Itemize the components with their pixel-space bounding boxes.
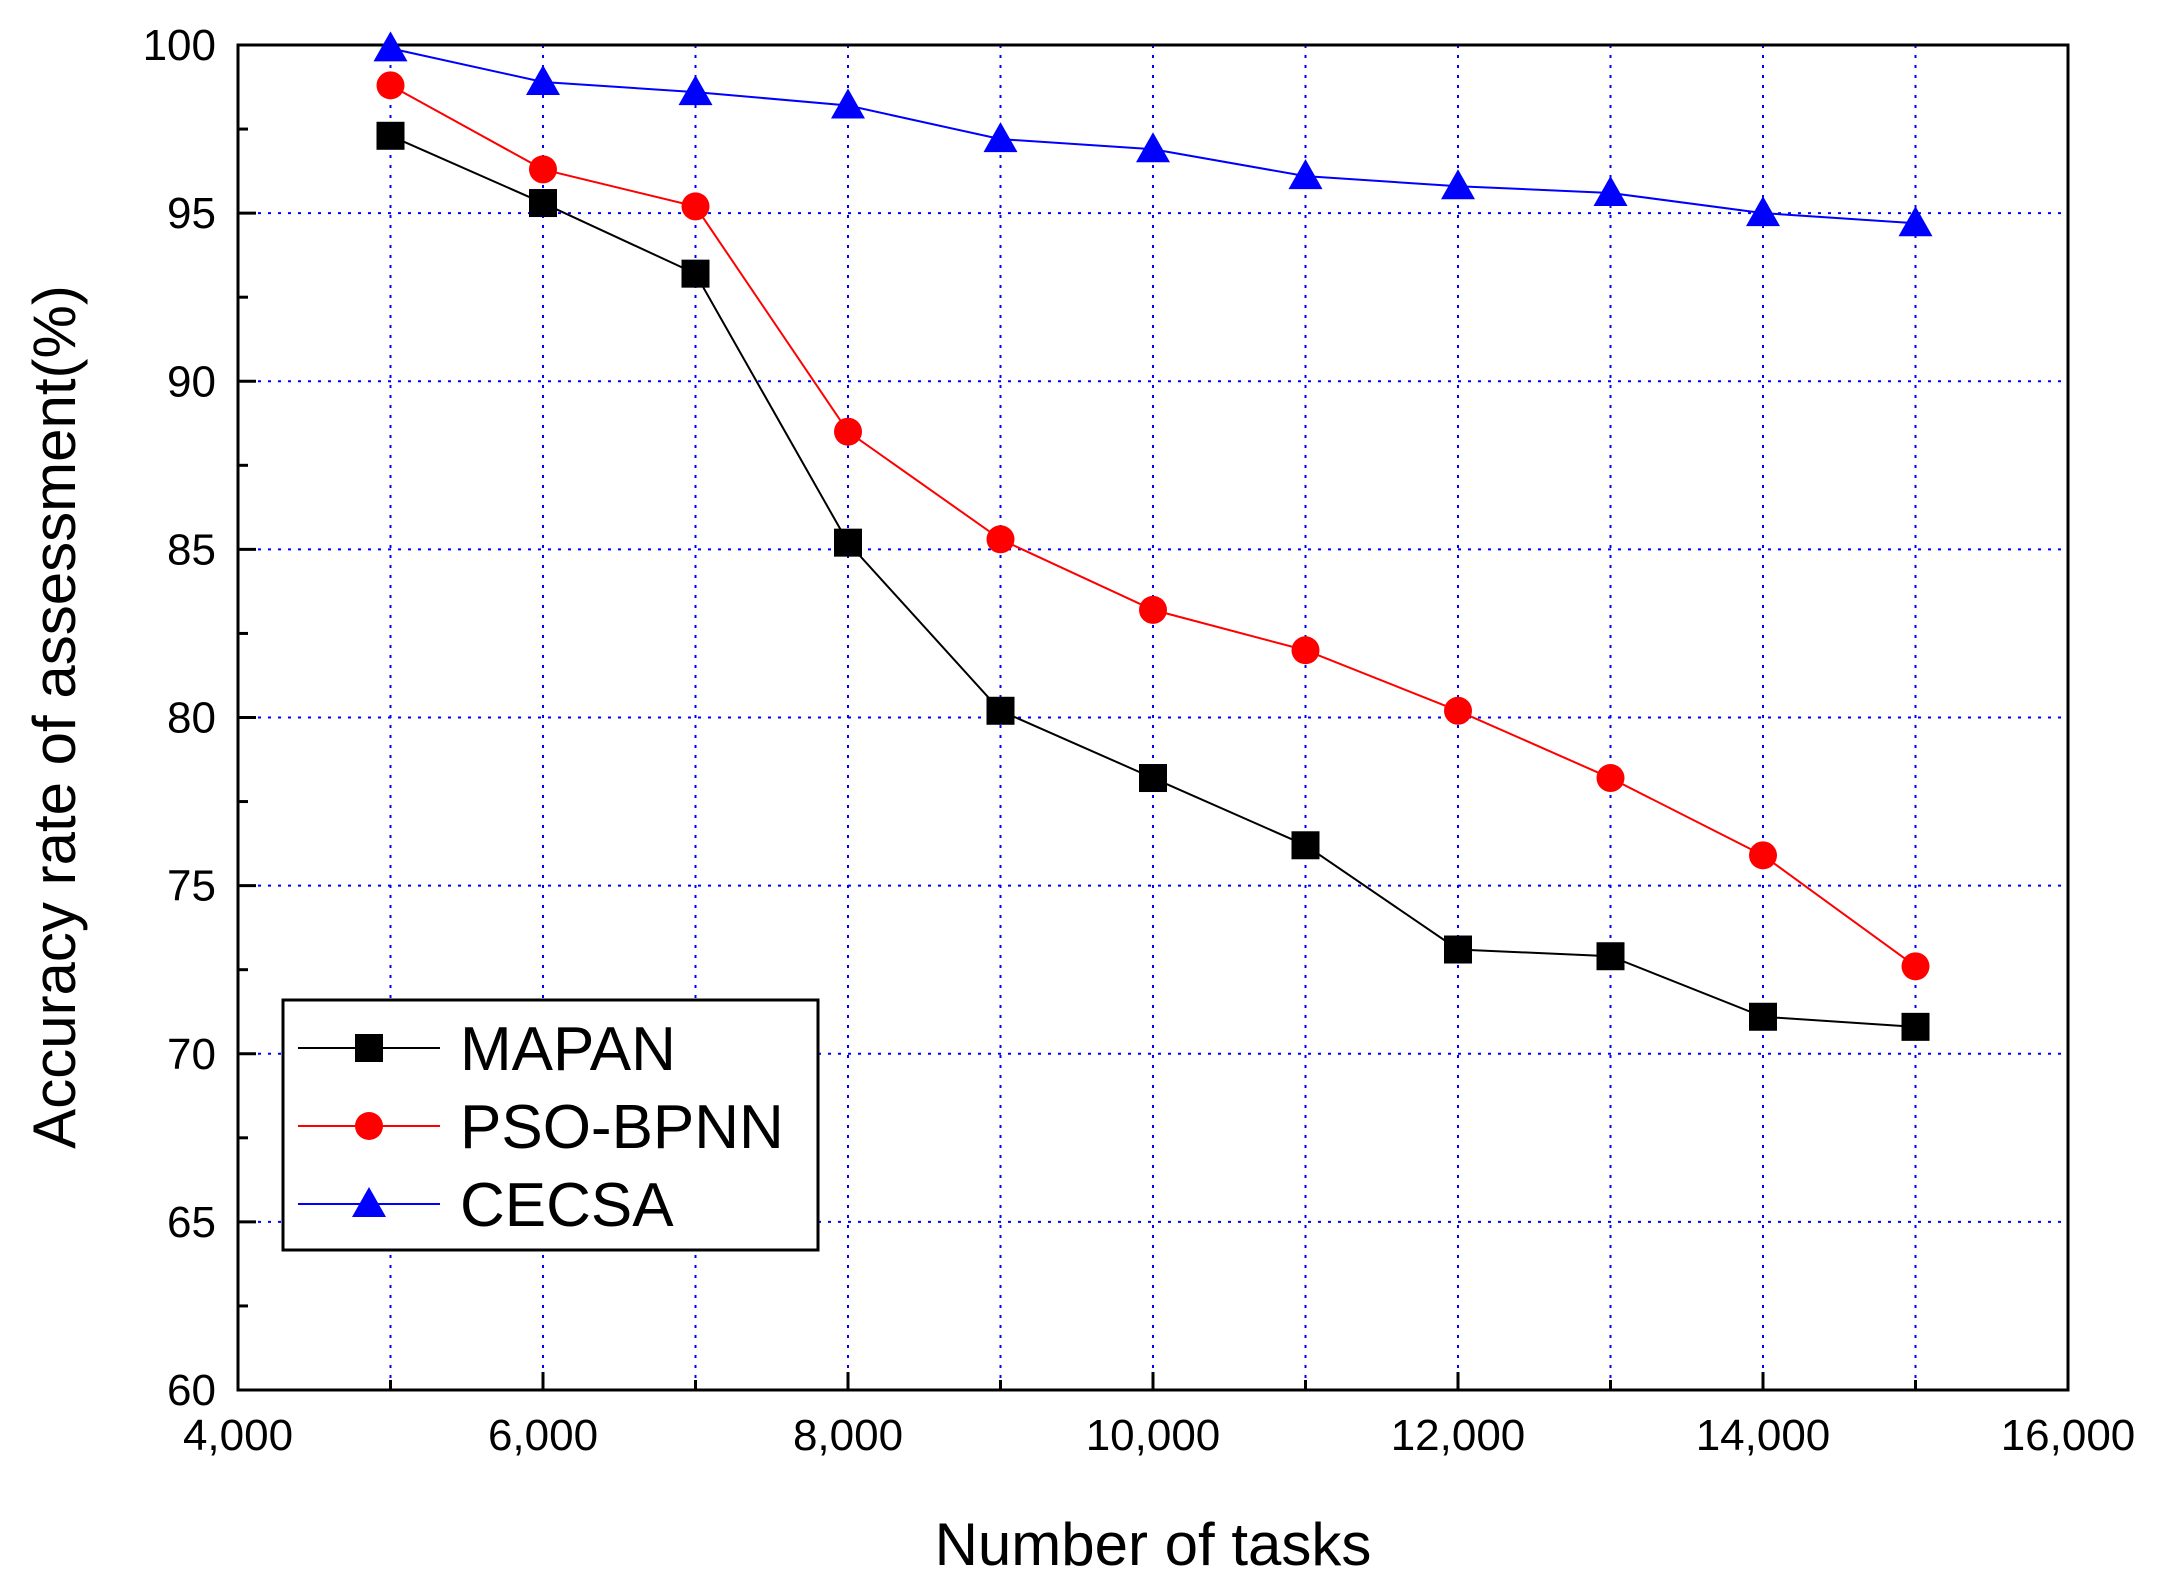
y-tick-label: 100	[143, 21, 216, 70]
data-point	[1139, 764, 1167, 793]
legend-marker	[355, 1034, 383, 1062]
data-point	[1898, 206, 1933, 237]
data-point	[1749, 841, 1777, 870]
data-point	[1441, 169, 1475, 200]
data-point	[986, 696, 1015, 725]
y-tick-label: 60	[167, 1366, 216, 1415]
data-point	[681, 192, 710, 221]
y-axis-title: Accuracy rate of assessment(%)	[21, 285, 88, 1149]
y-tick-label: 65	[167, 1198, 216, 1247]
data-point	[1901, 952, 1930, 981]
data-point	[986, 525, 1015, 554]
x-tick-label: 6,000	[488, 1411, 598, 1460]
data-point	[373, 31, 408, 62]
x-tick-label: 4,000	[183, 1411, 293, 1460]
data-point	[983, 122, 1018, 153]
series-layer	[373, 31, 1933, 1041]
data-point	[1139, 595, 1167, 624]
data-point	[526, 64, 560, 95]
data-point	[376, 71, 405, 100]
x-tick-label: 10,000	[1086, 1411, 1221, 1460]
y-tick-label: 95	[167, 189, 216, 238]
x-tick-label: 12,000	[1391, 1411, 1526, 1460]
data-point	[1444, 696, 1472, 725]
data-point	[529, 155, 557, 184]
data-point	[834, 417, 862, 446]
x-tick-label: 8,000	[793, 1411, 903, 1460]
series-mapan	[376, 121, 1930, 1041]
y-tick-label: 70	[167, 1030, 216, 1079]
axis-ticks: 60 65 70 75 80 85 90 95 100 4,000 6,000 8,000 10,000…	[143, 21, 2136, 1460]
data-point	[1136, 132, 1170, 163]
data-point	[1593, 175, 1628, 206]
legend-marker	[355, 1112, 383, 1140]
data-point	[1291, 831, 1320, 860]
y-tick-label: 85	[167, 525, 216, 574]
x-axis-title: Number of tasks	[935, 1511, 1372, 1578]
y-tick-label: 75	[167, 862, 216, 911]
data-point	[831, 88, 865, 119]
data-point	[1749, 1002, 1777, 1031]
data-point	[1288, 159, 1323, 190]
legend-label: CECSA	[460, 1171, 674, 1240]
legend-marker	[352, 1187, 386, 1217]
legend: MAPAN PSO-BPNN CECSA	[281, 998, 820, 1252]
x-tick-label: 16,000	[2001, 1411, 2136, 1460]
y-tick-label: 90	[167, 357, 216, 406]
data-point	[834, 528, 862, 557]
series-pso-bpnn	[376, 71, 1930, 981]
data-point	[678, 75, 713, 106]
data-point	[681, 259, 710, 288]
y-tick-label: 80	[167, 694, 216, 743]
data-point	[529, 189, 557, 218]
series-cecsa	[373, 31, 1933, 237]
legend-label: MAPAN	[460, 1015, 676, 1084]
data-point	[1291, 636, 1320, 665]
legend-label: PSO-BPNN	[460, 1093, 784, 1162]
x-tick-label: 14,000	[1696, 1411, 1831, 1460]
data-point	[1444, 935, 1472, 964]
data-point	[376, 121, 405, 150]
data-point	[1596, 764, 1625, 793]
data-point	[1596, 942, 1625, 971]
data-point	[1901, 1012, 1930, 1041]
data-point	[1746, 196, 1780, 227]
